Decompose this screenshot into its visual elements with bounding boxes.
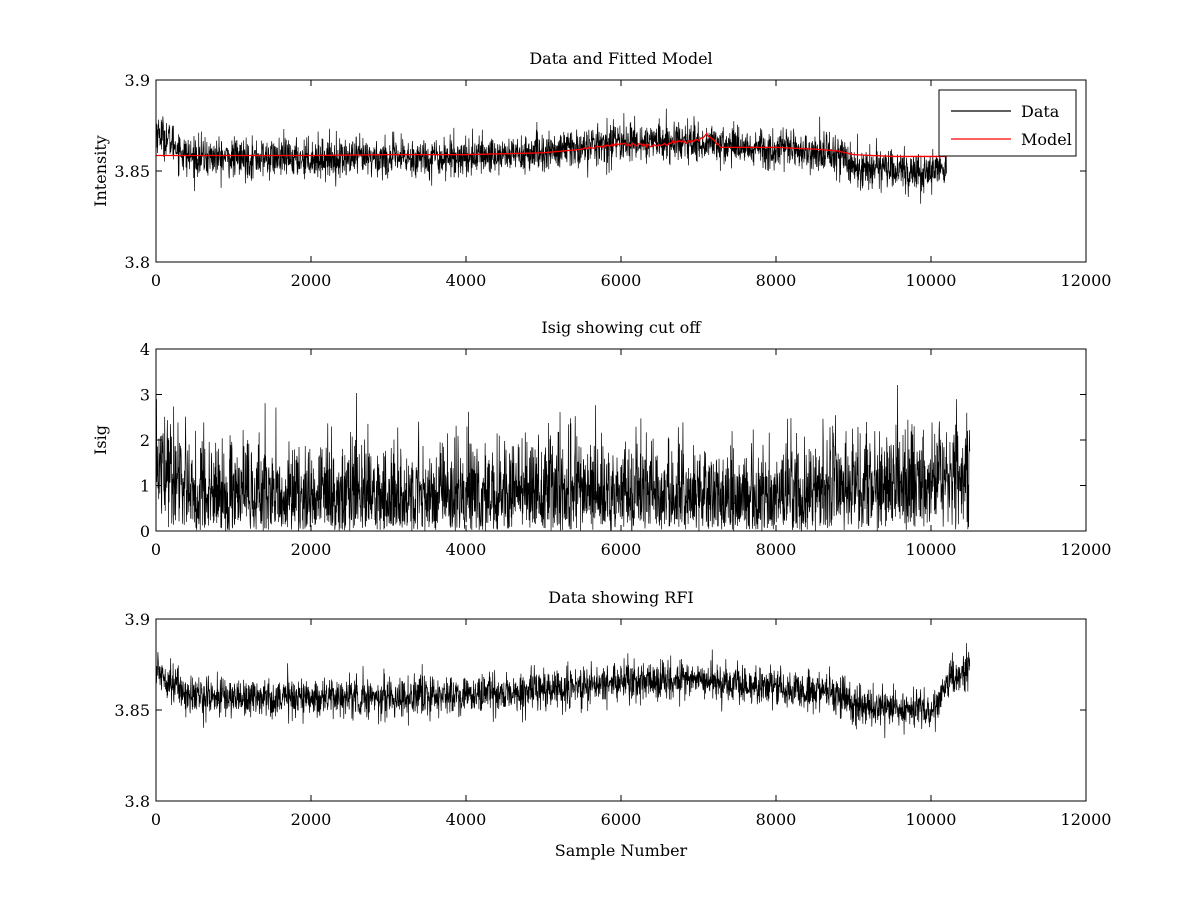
x-tick-label: 10000: [906, 271, 957, 290]
series-data: [156, 108, 947, 204]
legend: Data Model: [938, 89, 1077, 157]
x-tick-label: 8000: [756, 540, 797, 559]
subplot-3: 0 2000 4000 6000 8000 10000 12000 3.8 3.85 3.9 Dat…: [114, 588, 1111, 860]
x-axis-label: Sample Number: [555, 841, 688, 860]
x-tick-label: 6000: [601, 540, 642, 559]
y-tick-label: 2: [140, 431, 150, 450]
plot-area: [156, 108, 947, 204]
x-tick-label: 4000: [446, 271, 487, 290]
x-tick-label: 4000: [446, 810, 487, 829]
plot-area: [156, 643, 971, 739]
x-tick-label: 12000: [1061, 271, 1112, 290]
plot-area: [156, 384, 971, 531]
legend-label-data: Data: [1021, 102, 1060, 121]
y-tick-label: 3.85: [114, 162, 150, 181]
x-tick-label: 2000: [291, 540, 332, 559]
y-tick-label: 3.8: [125, 792, 150, 811]
x-tick-label: 12000: [1061, 540, 1112, 559]
chart-title: Data showing RFI: [548, 588, 693, 607]
x-tick-label: 6000: [601, 810, 642, 829]
y-tick-label: 0: [140, 522, 150, 541]
y-axis-label: Isig: [91, 425, 110, 455]
series-isig: [156, 384, 971, 531]
y-tick-label: 1: [140, 477, 150, 496]
x-tick-label: 8000: [756, 810, 797, 829]
y-tick-label: 3: [140, 386, 150, 405]
y-axis-label: Intensity: [91, 135, 110, 207]
x-tick-label: 6000: [601, 271, 642, 290]
x-tick-label: 0: [151, 540, 161, 559]
chart-title: Isig showing cut off: [541, 318, 702, 337]
x-tick-label: 4000: [446, 540, 487, 559]
legend-label-model: Model: [1021, 130, 1072, 149]
x-tick-label: 8000: [756, 271, 797, 290]
series-model: [156, 132, 947, 158]
x-tick-label: 12000: [1061, 810, 1112, 829]
x-tick-label: 10000: [906, 810, 957, 829]
x-tick-label: 0: [151, 810, 161, 829]
legend-box: [938, 89, 1077, 157]
y-tick-label: 3.9: [125, 71, 150, 90]
x-tick-label: 2000: [291, 810, 332, 829]
x-tick-label: 0: [151, 271, 161, 290]
y-tick-label: 3.8: [125, 253, 150, 272]
subplot-1: 0 2000 4000 6000 8000 10000 12000 3.8 3.85 3.9 Dat…: [91, 49, 1111, 290]
y-tick-label: 4: [140, 340, 150, 359]
y-tick-label: 3.85: [114, 701, 150, 720]
x-tick-label: 2000: [291, 271, 332, 290]
subplot-2: 0 2000 4000 6000 8000 10000 12000 0 1 2 3 4 Isig sho…: [91, 318, 1111, 559]
series-data: [156, 643, 971, 739]
y-tick-label: 3.9: [125, 610, 150, 629]
x-tick-label: 10000: [906, 540, 957, 559]
chart-title: Data and Fitted Model: [529, 49, 712, 68]
